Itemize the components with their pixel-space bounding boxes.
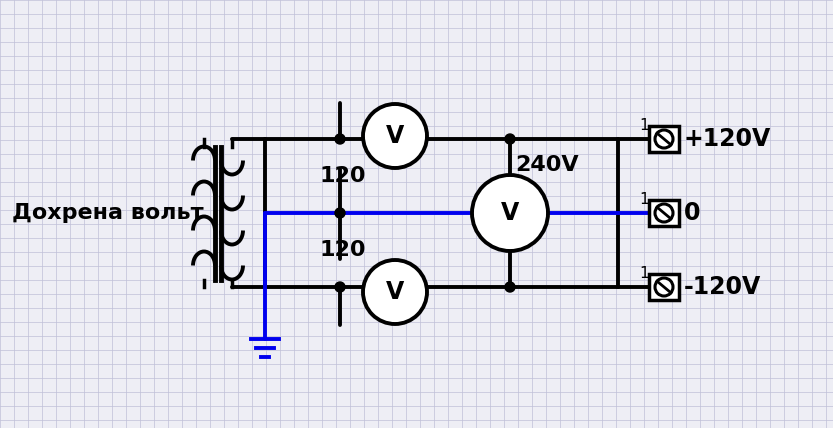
Text: 1: 1: [639, 265, 649, 280]
Text: 1: 1: [639, 118, 649, 133]
Text: 0: 0: [684, 201, 701, 225]
Text: 240V: 240V: [515, 155, 579, 175]
Text: V: V: [386, 280, 404, 304]
Bar: [649, 274, 679, 300]
Text: +120V: +120V: [684, 127, 771, 151]
Circle shape: [335, 134, 345, 144]
Circle shape: [335, 282, 345, 292]
Circle shape: [505, 282, 515, 292]
Text: 1: 1: [639, 191, 649, 206]
Circle shape: [472, 175, 548, 251]
Circle shape: [335, 208, 345, 218]
Text: 120: 120: [320, 166, 367, 186]
Circle shape: [505, 134, 515, 144]
Bar: [649, 126, 679, 152]
Text: -120V: -120V: [684, 275, 761, 299]
Text: V: V: [501, 201, 519, 225]
Text: Дохрена вольт: Дохрена вольт: [12, 203, 203, 223]
Circle shape: [363, 104, 427, 168]
Text: 120: 120: [320, 240, 367, 260]
Circle shape: [363, 260, 427, 324]
Text: V: V: [386, 124, 404, 148]
Bar: [649, 200, 679, 226]
